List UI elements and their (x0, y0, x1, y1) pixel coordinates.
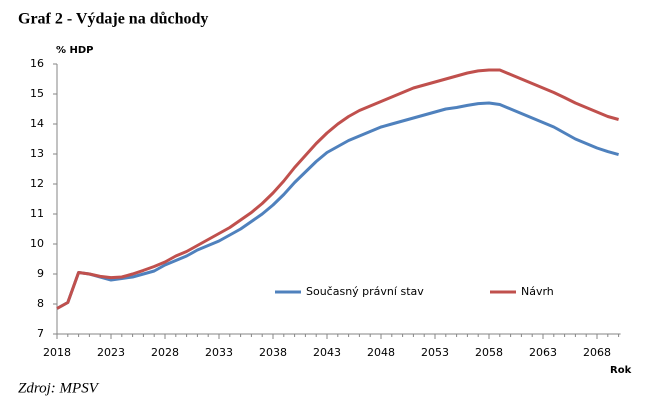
series-line (56, 101, 620, 310)
y-tick-label: 8 (37, 297, 44, 310)
x-tick-label: 2038 (259, 346, 287, 359)
x-tick-label: 2063 (529, 346, 557, 359)
y-tick-label: 12 (30, 177, 44, 190)
y-axis-label: % HDP (56, 45, 94, 56)
y-tick-label: 16 (30, 57, 44, 70)
x-axis-label: Rok (610, 365, 632, 376)
x-tick-label: 2028 (151, 346, 179, 359)
y-tick-label: 11 (30, 207, 44, 220)
y-tick-label: 13 (30, 147, 44, 160)
x-tick-label: 2053 (421, 346, 449, 359)
x-tick-label: 2058 (475, 346, 503, 359)
y-tick-label: 15 (30, 87, 44, 100)
chart-title: Graf 2 - Výdaje na důchody (18, 11, 208, 28)
y-tick-label: 7 (37, 327, 44, 340)
x-tick-label: 2043 (313, 346, 341, 359)
y-tick-label: 10 (30, 237, 44, 250)
source-note: Zdroj: MPSV (18, 380, 100, 396)
x-tick-label: 2023 (97, 346, 125, 359)
legend-label: Současný právní stav (306, 285, 424, 298)
y-tick-label: 14 (30, 117, 44, 130)
x-tick-label: 2018 (43, 346, 71, 359)
series-line (56, 68, 620, 310)
x-tick-label: 2048 (367, 346, 395, 359)
x-tick-label: 2068 (583, 346, 611, 359)
y-tick-label: 9 (37, 267, 44, 280)
legend-label: Návrh (521, 285, 554, 298)
x-tick-label: 2033 (205, 346, 233, 359)
